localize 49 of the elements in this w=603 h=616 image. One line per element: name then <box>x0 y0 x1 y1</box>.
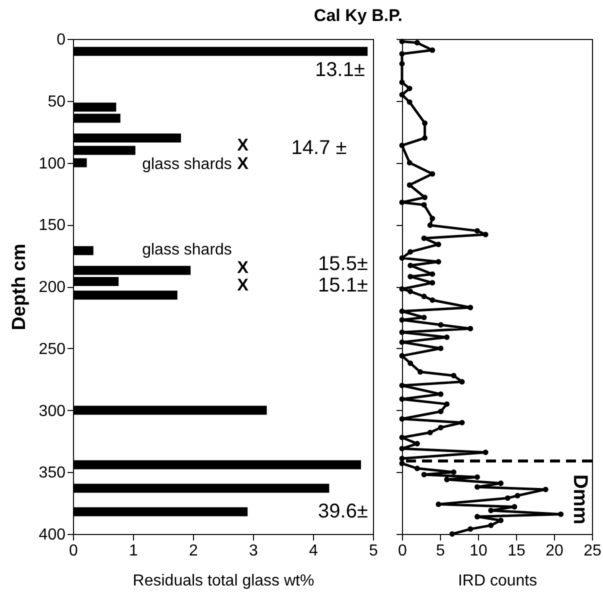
x-tick-label: 5 <box>436 542 446 560</box>
annotation: glass shards <box>142 241 232 258</box>
annotation: 15.5± <box>318 253 368 276</box>
annotation: 39.6± <box>318 500 368 523</box>
x-tick-label: 3 <box>249 542 258 560</box>
bar <box>73 266 191 275</box>
bar <box>73 114 120 123</box>
x-tick-label: 20 <box>546 542 564 560</box>
x-tick-label: 0 <box>69 542 78 560</box>
y-tick-label: 0 <box>56 32 66 48</box>
x-tick-label: 25 <box>584 542 602 560</box>
bar <box>73 46 368 56</box>
y-tick-label: 100 <box>38 155 66 172</box>
y-tick-label: 400 <box>38 526 66 544</box>
bar <box>73 290 178 300</box>
x-tick-label: 15 <box>508 542 526 560</box>
x-tick-label: 4 <box>309 542 318 560</box>
y-tick-label: 50 <box>48 93 66 110</box>
bar <box>73 507 248 516</box>
annotation: glass shards <box>142 156 232 173</box>
annotation: X <box>237 275 250 294</box>
bar <box>73 134 181 142</box>
x-tick-label: 1 <box>129 542 138 560</box>
annotation: X <box>237 258 250 277</box>
annotation: 14.7 ± <box>291 136 347 159</box>
annotation: X <box>237 135 250 154</box>
bar <box>73 146 136 155</box>
bar <box>73 246 94 256</box>
annotation: Dmm <box>568 474 591 524</box>
y-tick-label: 250 <box>38 340 66 358</box>
bar <box>73 484 330 493</box>
annotation: 13.1± <box>315 58 365 81</box>
y-tick-label: 150 <box>38 217 66 234</box>
y-axis-title: Depth cm <box>8 244 30 330</box>
x-axis-title: IRD counts <box>458 572 538 590</box>
bar <box>73 277 119 286</box>
x-tick-label: 5 <box>369 542 378 560</box>
x-axis-title: Residuals total glass wt% <box>132 572 314 590</box>
annotation: X <box>237 154 250 173</box>
annotation: 15.1± <box>318 274 368 296</box>
y-tick-label: 350 <box>38 464 66 482</box>
x-tick-label: 0 <box>398 542 408 560</box>
x-tick-label: 2 <box>189 542 198 560</box>
chart-title: Cal Ky B.P. <box>314 6 402 25</box>
x-tick-label: 10 <box>470 542 488 560</box>
y-tick-label: 200 <box>38 279 66 296</box>
y-tick-label: 300 <box>38 402 66 420</box>
bar <box>73 460 361 470</box>
bar <box>73 102 116 112</box>
